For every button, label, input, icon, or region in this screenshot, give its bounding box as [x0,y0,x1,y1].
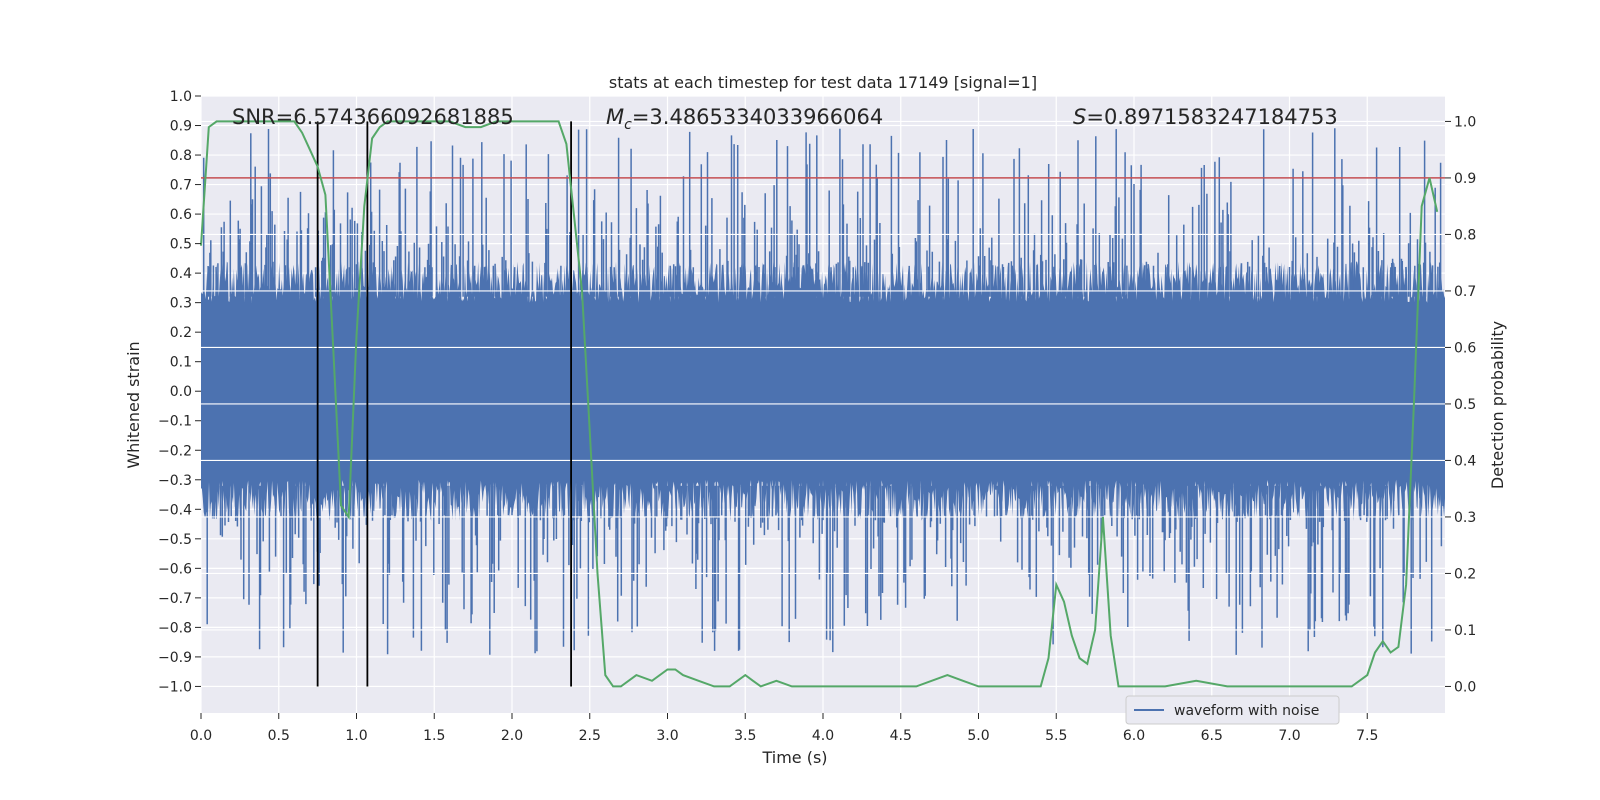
mc-annotation: Mc=3.4865334033966064 [606,105,883,133]
mc-subscript: c [624,117,632,133]
detection-probability-line [200,120,1439,688]
right-y-tick-label: 0.7 [1454,284,1476,300]
right-y-axis-label: Detection probability [1488,321,1507,489]
x-axis-ticks: 0.0 0.5 1.0 1.5 2.0 2.5 3.0 3.5 4.0 4.5 5.0 5.5 6.0 6… [190,713,1378,744]
right-y-tick-label: 0.4 [1454,453,1476,469]
right-y-tick-label: 0.2 [1454,566,1476,582]
y-tick-label: 0.3 [170,296,192,312]
mc-value: =3.4865334033966064 [632,105,883,129]
y-tick-label: −0.3 [158,473,192,489]
snr-annotation: SNR=6.574366092681885 [232,105,514,129]
legend-box [1125,695,1340,725]
y-tick-label: −1.0 [158,679,192,695]
x-tick-label: 2.5 [579,728,601,744]
y-tick-label: 0.5 [170,237,192,253]
y-tick-label: −0.7 [158,591,192,607]
x-tick-label: 5.0 [967,728,989,744]
y-tick-label: −0.8 [158,620,192,636]
legend-label: waveform with noise [1174,703,1319,719]
right-y-tick-label: 0.9 [1454,171,1476,187]
s-annotation: S=0.8971583247184753 [1073,105,1338,129]
y-tick-label: 0.9 [170,119,192,135]
x-tick-label: 6.5 [1201,728,1223,744]
right-y-axis-ticks: 1.0 0.9 0.8 0.7 0.6 0.5 0.4 0.3 0.2 0.1 0.0 [1445,114,1476,695]
y-tick-label: −0.1 [158,414,192,430]
s-symbol: S [1073,105,1086,129]
y-axis-ticks: 1.0 0.9 0.8 0.7 0.6 0.5 0.4 0.3 0.2 0.1 0.0 −0.1 −0.… [158,89,201,695]
y-tick-label: 0.4 [170,266,192,282]
right-y-tick-label: 0.5 [1454,397,1476,413]
right-y-tick-label: 0.8 [1454,227,1476,243]
vertical-markers [316,121,572,687]
y-tick-label: −0.2 [158,443,192,459]
y-tick-label: −0.9 [158,650,192,666]
y-tick-label: 0.8 [170,148,192,164]
x-tick-label: 6.0 [1123,728,1145,744]
right-y-tick-label: 1.0 [1454,114,1476,130]
right-y-tick-label: 0.6 [1454,340,1476,356]
right-y-tick-label: 0.1 [1454,623,1476,639]
x-tick-label: 0.5 [268,728,290,744]
x-tick-label: 4.5 [890,728,912,744]
waveform-core-band [201,261,1445,522]
y-tick-label: 0.0 [170,384,192,400]
right-y-tick-label: 0.3 [1454,510,1476,526]
mc-symbol: M [606,105,624,129]
y-tick-label: 0.6 [170,207,192,223]
y-tick-label: −0.4 [158,502,192,518]
x-tick-label: 7.0 [1278,728,1300,744]
y-tick-label: 0.2 [170,325,192,341]
x-tick-label: 2.0 [501,728,523,744]
x-tick-label: 0.0 [190,728,212,744]
y-tick-label: −0.6 [158,561,192,577]
x-tick-label: 3.5 [734,728,756,744]
s-value: =0.8971583247184753 [1086,105,1337,129]
x-tick-label: 3.0 [656,728,678,744]
y-axis-label: Whitened strain [124,341,143,468]
x-axis-label: Time (s) [761,748,827,767]
x-tick-label: 4.0 [812,728,834,744]
x-tick-label: 7.5 [1356,728,1378,744]
x-tick-label: 1.0 [345,728,367,744]
legend: waveform with noise [1125,695,1340,725]
y-tick-label: 1.0 [170,89,192,105]
y-tick-label: −0.5 [158,532,192,548]
y-tick-label: 0.1 [170,355,192,371]
chart-title: stats at each timestep for test data 171… [609,73,1037,92]
x-tick-label: 5.5 [1045,728,1067,744]
y-tick-label: 0.7 [170,178,192,194]
right-y-tick-label: 0.0 [1454,679,1476,695]
x-tick-label: 1.5 [423,728,445,744]
